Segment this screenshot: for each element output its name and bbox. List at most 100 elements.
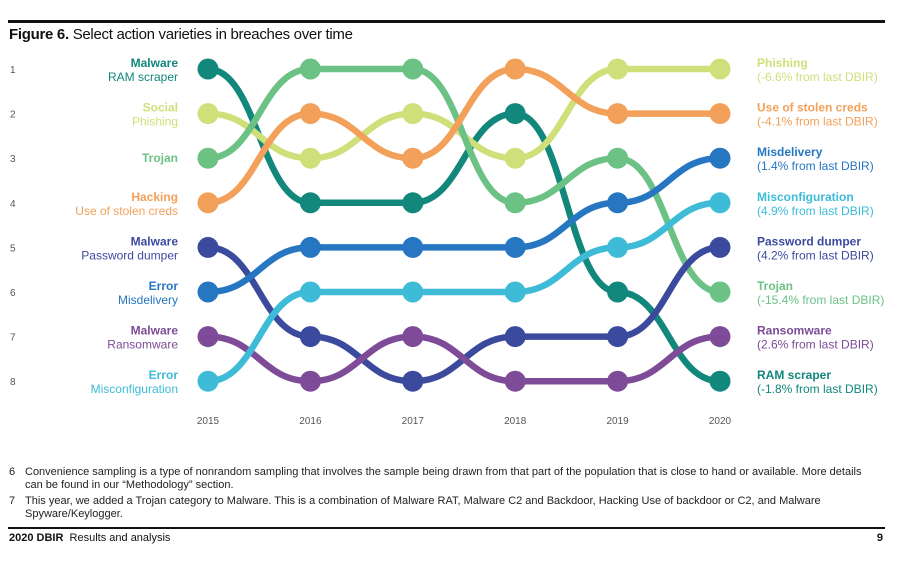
right-label-variety: Ransomware: [757, 324, 832, 338]
figure-number: Figure 6.: [9, 26, 69, 43]
right-label-change: (-1.8% from last DBIR): [757, 382, 878, 396]
left-label-category: Malware: [131, 234, 179, 248]
point-phishing-2019: [607, 58, 629, 80]
series-line-misdelivery: [204, 154, 724, 296]
right-label-change: (4.2% from last DBIR): [757, 248, 874, 262]
left-label-variety: Misdelivery: [118, 293, 178, 307]
top-rule: [8, 20, 885, 23]
point-ram-2017: [402, 192, 424, 214]
rank-label: 5: [10, 243, 16, 254]
report-name: 2020 DBIR: [9, 532, 64, 544]
year-axis: 2015 2016 2017 2018 2019 2020: [197, 416, 732, 427]
point-creds-2018: [504, 58, 526, 80]
point-misdelivery-2019: [607, 192, 629, 214]
footnote-number: 6: [9, 466, 16, 478]
point-misconfig-2017: [402, 281, 424, 303]
point-ransomware-2018: [504, 370, 526, 392]
series-line-pwdump: [204, 244, 724, 385]
footnote-text: Convenience sampling is a type of nonran…: [25, 466, 862, 491]
left-label-variety: Phishing: [132, 115, 178, 129]
left-label-category: Hacking: [131, 190, 178, 204]
page-number: 9: [876, 532, 883, 544]
footnote-text: This year, we added a Trojan category to…: [25, 495, 821, 520]
figure-title: Figure 6. Select action varieties in bre…: [9, 26, 353, 43]
point-ransomware-2019: [607, 370, 629, 392]
point-creds-2020: [709, 103, 731, 125]
year-tick-label: 2017: [402, 416, 425, 427]
point-ransomware-2015: [197, 326, 219, 348]
point-creds-2015: [197, 192, 219, 214]
section-name: Results and analysis: [69, 532, 171, 544]
left-label-category: Malware: [131, 324, 179, 338]
bump-chart: 1 2 3 4 5 6 7 8 2015 2016 2017 2018 2019 2020 Malwar…: [10, 56, 884, 427]
right-label-variety: Password dumper: [757, 234, 861, 248]
point-trojan-2020: [709, 281, 731, 303]
point-pwdump-2016: [299, 326, 321, 348]
rank-label: 6: [10, 288, 16, 299]
point-trojan-2016: [299, 58, 321, 80]
right-label-variety: RAM scraper: [757, 368, 831, 382]
left-label-variety: RAM scraper: [108, 70, 178, 84]
left-label-category: Malware: [131, 56, 179, 70]
point-ram-2016: [299, 192, 321, 214]
figure-title-text: Select action varieties in breaches over…: [72, 26, 353, 43]
point-creds-2017: [402, 147, 424, 169]
rank-label: 1: [10, 65, 16, 76]
right-label-variety: Misdelivery: [757, 145, 823, 159]
point-ram-2015: [197, 58, 219, 80]
left-label-category: Trojan: [142, 151, 178, 165]
point-ransomware-2020: [709, 326, 731, 348]
left-label-category: Error: [149, 368, 179, 382]
point-ram-2018: [504, 103, 526, 125]
point-phishing-2016: [299, 147, 321, 169]
point-phishing-2015: [197, 103, 219, 125]
point-trojan-2019: [607, 147, 629, 169]
rank-label: 7: [10, 333, 16, 344]
right-label-change: (1.4% from last DBIR): [757, 159, 874, 173]
left-label-variety: Use of stolen creds: [75, 204, 178, 218]
series-points: [197, 58, 731, 392]
series-line-ram: [204, 65, 724, 385]
point-creds-2016: [299, 103, 321, 125]
point-pwdump-2020: [709, 236, 731, 258]
point-trojan-2017: [402, 58, 424, 80]
right-label-variety: Trojan: [757, 279, 793, 293]
point-misconfig-2019: [607, 236, 629, 258]
rank-label: 8: [10, 377, 16, 388]
footnote-number: 7: [9, 495, 16, 507]
bottom-rule: [8, 527, 885, 529]
point-trojan-2018: [504, 192, 526, 214]
point-pwdump-2018: [504, 326, 526, 348]
point-misconfig-2015: [197, 370, 219, 392]
rank-axis: 1 2 3 4 5 6 7 8: [10, 65, 16, 388]
point-misconfig-2018: [504, 281, 526, 303]
point-misdelivery-2017: [402, 236, 424, 258]
right-label-variety: Misconfiguration: [757, 190, 854, 204]
right-label-change: (-15.4% from last DBIR): [757, 293, 884, 307]
point-ransomware-2016: [299, 370, 321, 392]
left-label-category: Error: [149, 279, 179, 293]
rank-label: 3: [10, 154, 16, 165]
point-misconfig-2016: [299, 281, 321, 303]
footnote: 7 This year, we added a Trojan category t…: [9, 495, 869, 521]
series-line-ransomware: [204, 333, 724, 385]
point-trojan-2015: [197, 147, 219, 169]
footnotes: 6 Convenience sampling is a type of nonra…: [9, 466, 869, 524]
footer-left: 2020 DBIR Results and analysis: [9, 532, 170, 544]
point-creds-2019: [607, 103, 629, 125]
point-pwdump-2017: [402, 370, 424, 392]
year-tick-label: 2019: [606, 416, 629, 427]
point-misdelivery-2018: [504, 236, 526, 258]
point-phishing-2017: [402, 103, 424, 125]
point-misdelivery-2020: [709, 147, 731, 169]
left-label-variety: Password dumper: [81, 248, 178, 262]
point-misdelivery-2016: [299, 236, 321, 258]
point-ram-2020: [709, 370, 731, 392]
series-line-trojan: [204, 65, 724, 296]
right-label-change: (2.6% from last DBIR): [757, 338, 874, 352]
point-ram-2019: [607, 281, 629, 303]
year-tick-label: 2016: [299, 416, 322, 427]
point-misdelivery-2015: [197, 281, 219, 303]
right-labels: RAM scraper(-1.8% from last DBIR) Phishin…: [757, 56, 884, 396]
